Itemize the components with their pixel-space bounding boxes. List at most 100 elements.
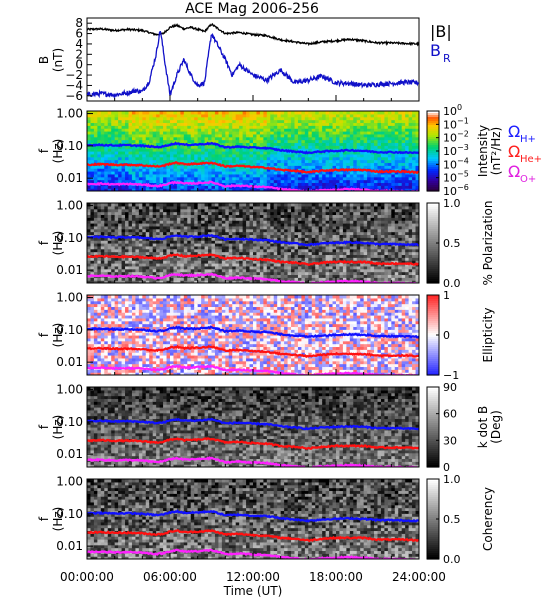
panel-kdotb: 1.00 0.10 0.01 f (Hz) 90 60 30 0 k dot B (Deg) [37, 381, 503, 474]
line-h-plus-gyro [87, 141, 419, 155]
panel1-ytick-label: −4 [65, 78, 83, 92]
polarization-ytick-label: 1.00 [56, 199, 83, 213]
panel1-ytick-label: −2 [65, 68, 83, 82]
intensity-ytick-label: 0.01 [56, 171, 83, 185]
coherency-colorbar: 1.0 0.5 0.0 Coherency [426, 473, 495, 566]
panel1-ytick-label: 4 [75, 37, 83, 51]
ellipticity-colorbar-label: 0 [443, 329, 450, 342]
coherency-ytick-label: 0.10 [56, 507, 83, 521]
panel1-ytick-label: 6 [75, 27, 83, 41]
intensity-colorbar-label: 10−6 [443, 183, 469, 198]
time-tick-label: 00:00:00 [60, 570, 114, 584]
kdotb-colorbar-unit: (Deg) [489, 410, 503, 444]
line-he-plus-gyro [87, 437, 419, 450]
kdotb-colorbar-label: 60 [443, 408, 457, 421]
kdotb-colorbar: 90 60 30 0 k dot B (Deg) [426, 381, 503, 474]
polarization-colorbar-label: 0.5 [443, 237, 461, 250]
line-he-plus-gyro [87, 253, 419, 267]
kdotb-colorbar-label: 30 [443, 434, 457, 447]
legend-omega-o-sub: O+ [520, 174, 536, 185]
legend-omega-he: Ω [508, 142, 520, 161]
coherency-colorbar-title: Coherency [481, 487, 495, 551]
legend-radial-b: B [430, 41, 441, 60]
panel-polarization: 1.00 0.10 0.01 f (Hz) 1.0 0.5 0.0 % Polarization [37, 197, 495, 290]
polarization-colorbar-title: % Polarization [481, 201, 495, 286]
coherency-colorbar-label: 0.5 [443, 513, 461, 526]
gyrofrequency-legend: Ω H+ Ω He+ Ω O+ [508, 122, 542, 185]
line-h-plus-gyro [87, 509, 419, 523]
kdotb-colorbar-label: 90 [443, 381, 457, 394]
ellipticity-colorbar-title: Ellipticity [481, 308, 495, 363]
intensity-ylabel-f: f [37, 148, 51, 153]
intensity-ytick-label: 0.10 [56, 139, 83, 153]
time-tick-label: 24:00:00 [392, 570, 446, 584]
panel1-ylabel-b: B [37, 56, 51, 64]
panel-intensity: 1.000.100.01f (Hz)10010−110−210−310−410−5… [37, 103, 503, 198]
line-he-plus-gyro [87, 161, 419, 175]
kdotb-ytick-label: 0.01 [56, 447, 83, 461]
ellipticity-ylabel-unit: (Hz) [51, 323, 65, 348]
panel1-ylabel-unit: (nT) [51, 48, 65, 72]
intensity-ylabel-unit: (Hz) [51, 139, 65, 164]
ellipticity-spectrogram-image [87, 295, 419, 375]
polarization-colorbar-label: 0.0 [443, 277, 461, 290]
time-axis: 00:00:00 06:00:00 12:00:00 18:00:00 24:0… [60, 570, 446, 598]
ellipticity-colorbar-label: −1 [443, 369, 459, 382]
coherency-ylabel-unit: (Hz) [51, 507, 65, 532]
legend-total-b: |B| [430, 22, 452, 41]
panel1-frame [86, 17, 420, 102]
coherency-colorbar-label: 1.0 [443, 473, 461, 486]
polarization-ylabel-f: f [37, 240, 51, 245]
polarization-colorbar-label: 1.0 [443, 197, 461, 210]
intensity-colorbar-title: Intensity [476, 125, 490, 177]
line-he-plus-gyro [87, 344, 419, 359]
panel1-ytick-label: 2 [75, 47, 83, 61]
coherency-spectrogram-image [87, 479, 419, 559]
polarization-ytick-label: 0.10 [56, 231, 83, 245]
time-tick-label: 18:00:00 [309, 570, 363, 584]
legend-omega-h-sub: H+ [520, 134, 536, 145]
polarization-ylabel-unit: (Hz) [51, 231, 65, 256]
line-h-plus-gyro [87, 233, 419, 247]
intensity-ytick-label: 1.00 [56, 107, 83, 121]
ellipticity-ylabel-f: f [37, 332, 51, 337]
coherency-ytick-label: 0.01 [56, 539, 83, 553]
line-he-plus-gyro [87, 529, 419, 543]
ellipticity-colorbar: 1 0 −1 Ellipticity [426, 289, 495, 382]
polarization-spectrogram-image [87, 203, 419, 283]
kdotb-colorbar-title: k dot B [476, 406, 490, 448]
intensity-spectrogram-image [87, 111, 419, 191]
intensity-colorbar-unit: (nT²/Hz) [489, 127, 503, 175]
ellipticity-ytick-label: 0.10 [56, 323, 83, 337]
kdotb-ytick-label: 0.10 [56, 415, 83, 429]
panel1-ytick-label: 8 [75, 16, 83, 30]
legend-radial-b-sub: R [443, 52, 451, 65]
coherency-ytick-label: 1.00 [56, 475, 83, 489]
panel1-ytick-label: 0 [75, 58, 83, 72]
time-tick-label: 06:00:00 [143, 570, 197, 584]
line-h-plus-gyro [87, 417, 419, 431]
coherency-colorbar-label: 0.0 [443, 553, 461, 566]
ellipticity-ytick-label: 0.01 [56, 355, 83, 369]
line-h-plus-gyro [87, 325, 419, 339]
time-axis-title: Time (UT) [223, 584, 283, 598]
kdotb-colorbar-label: 0 [443, 461, 450, 474]
chart-title: ACE Mag 2006-256 [185, 1, 319, 17]
time-tick-label: 12:00:00 [226, 570, 280, 584]
kdotb-ytick-label: 1.00 [56, 383, 83, 397]
kdotb-ylabel-f: f [37, 424, 51, 429]
legend-omega-h: Ω [508, 122, 520, 141]
kdotb-spectrogram-image [87, 387, 419, 467]
polarization-ytick-label: 0.01 [56, 263, 83, 277]
panel-coherency: 1.00 0.10 0.01 f (Hz) 1.0 0.5 0.0 Coherency [37, 473, 495, 566]
ellipticity-colorbar-label: 1 [443, 289, 450, 302]
legend-omega-o: Ω [508, 162, 520, 181]
ellipticity-ytick-label: 1.00 [56, 291, 83, 305]
panel-ellipticity: 1.00 0.10 0.01 f (Hz) 1 0 −1 Ellipticity [37, 289, 495, 382]
kdotb-ylabel-unit: (Hz) [51, 415, 65, 440]
series-radial-b [87, 30, 419, 100]
series-total-b [87, 22, 419, 47]
